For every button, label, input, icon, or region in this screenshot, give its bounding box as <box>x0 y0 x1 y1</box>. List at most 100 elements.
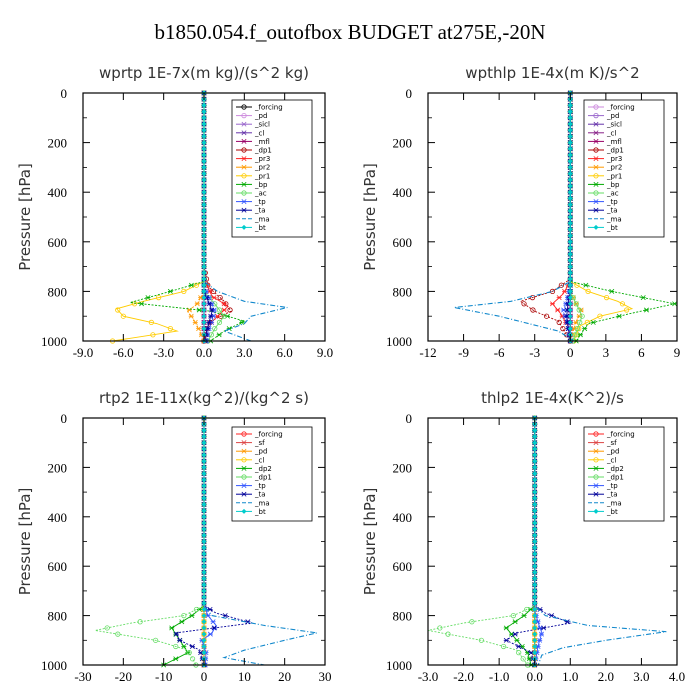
y-tick-label: 200 <box>393 460 413 475</box>
series-point <box>188 282 194 288</box>
legend-entry: _tp <box>254 482 266 490</box>
series-line <box>519 93 571 342</box>
series-point <box>537 637 543 643</box>
series-point <box>216 307 223 313</box>
legend-marker <box>593 138 599 144</box>
series-point <box>609 288 615 294</box>
series-point <box>201 569 207 575</box>
series-point <box>567 313 573 319</box>
legend-entry: _bt <box>606 224 618 232</box>
legend-marker <box>241 104 247 110</box>
series-point <box>201 152 207 158</box>
legend-entry: _pr1 <box>606 172 622 180</box>
legend-entry: _dp1 <box>606 474 624 482</box>
series-point <box>532 520 538 526</box>
series-point <box>567 208 573 214</box>
legend-box <box>231 99 313 238</box>
x-tick-label: -6 <box>494 345 505 360</box>
legend-entry: _sf <box>254 439 265 447</box>
legend-box <box>583 426 665 522</box>
series-point <box>520 656 526 662</box>
chart-panel-3: rtp2 1E-11x(kg^2)/(kg^2 s) Pressure [hPa]… <box>16 389 332 684</box>
series-point <box>437 625 443 631</box>
series-point <box>201 495 207 501</box>
series-point <box>179 619 185 625</box>
series-point <box>173 656 179 662</box>
series-point <box>567 121 573 127</box>
series-point <box>603 294 610 301</box>
legend-marker <box>241 483 247 489</box>
legend-marker <box>593 164 599 170</box>
series-point <box>216 332 222 338</box>
series-point <box>227 307 233 313</box>
series-point <box>115 307 121 313</box>
series-point <box>567 177 573 183</box>
x-tick-label: 3.0 <box>633 669 649 684</box>
legend-marker <box>241 199 247 205</box>
x-tick-label: 10 <box>238 669 251 684</box>
series-point <box>201 539 207 544</box>
series-point <box>567 270 573 276</box>
legend-marker <box>593 508 599 514</box>
series-point <box>201 464 207 470</box>
x-tick-label: 20 <box>278 669 291 684</box>
series-point <box>567 152 573 158</box>
series-point <box>556 319 562 325</box>
series-point <box>177 637 183 643</box>
x-tick-label: -9.0 <box>73 345 94 360</box>
series-point <box>532 643 538 649</box>
series-point <box>196 307 202 313</box>
series-point <box>577 332 583 338</box>
x-tick-label: 0.0 <box>527 669 543 684</box>
series-point <box>567 127 573 133</box>
legend-entry: _pd <box>606 448 619 456</box>
series-point <box>532 427 538 433</box>
series-point <box>560 325 566 332</box>
series-point <box>201 288 207 294</box>
x-tick-label: 9.0 <box>317 345 333 360</box>
series-point <box>445 631 451 637</box>
series-point <box>201 189 207 195</box>
x-tick-label: -9 <box>458 345 469 360</box>
series-point <box>573 301 579 307</box>
series-point <box>532 551 538 557</box>
series-point <box>201 257 207 263</box>
x-tick-label: 1.0 <box>562 669 578 684</box>
chart-title: wprtp 1E-7x(m kg)/(s^2 kg) <box>99 64 309 82</box>
series-point <box>181 612 187 619</box>
x-tick-label: 0 <box>201 669 208 684</box>
series-point <box>582 326 588 332</box>
legend-entry: _dp1 <box>606 147 624 155</box>
legend-marker <box>241 173 247 179</box>
legend-entry: _pd <box>254 112 267 120</box>
series-point <box>532 588 538 594</box>
series-point <box>567 245 573 251</box>
legend-entry: _ta <box>606 491 618 499</box>
series-point <box>211 295 217 301</box>
series-line <box>505 418 572 666</box>
series-point <box>558 282 564 288</box>
y-tick-label: 200 <box>393 136 413 151</box>
series-point <box>640 295 646 301</box>
series-point <box>532 637 538 643</box>
series-point <box>115 631 121 637</box>
legend-entry: _tp <box>606 198 618 206</box>
series-point <box>221 313 227 319</box>
y-tick-label: 1000 <box>386 334 412 349</box>
series-point <box>104 625 110 631</box>
series-point <box>201 637 207 643</box>
legend-entry: _cl <box>254 456 264 464</box>
legend-marker <box>241 138 247 144</box>
series-point <box>167 288 173 294</box>
series-point <box>510 612 516 619</box>
legend-entry: _ma <box>606 499 622 507</box>
chart-title: wpthlp 1E-4x(m K)/s^2 <box>465 64 639 82</box>
series-point <box>567 288 573 294</box>
series-point <box>532 600 538 606</box>
legend-marker <box>593 483 599 489</box>
series-point <box>201 619 207 625</box>
legend-marker <box>241 448 247 454</box>
series-point <box>193 606 200 613</box>
series-point <box>672 301 678 307</box>
series-point <box>469 619 475 625</box>
